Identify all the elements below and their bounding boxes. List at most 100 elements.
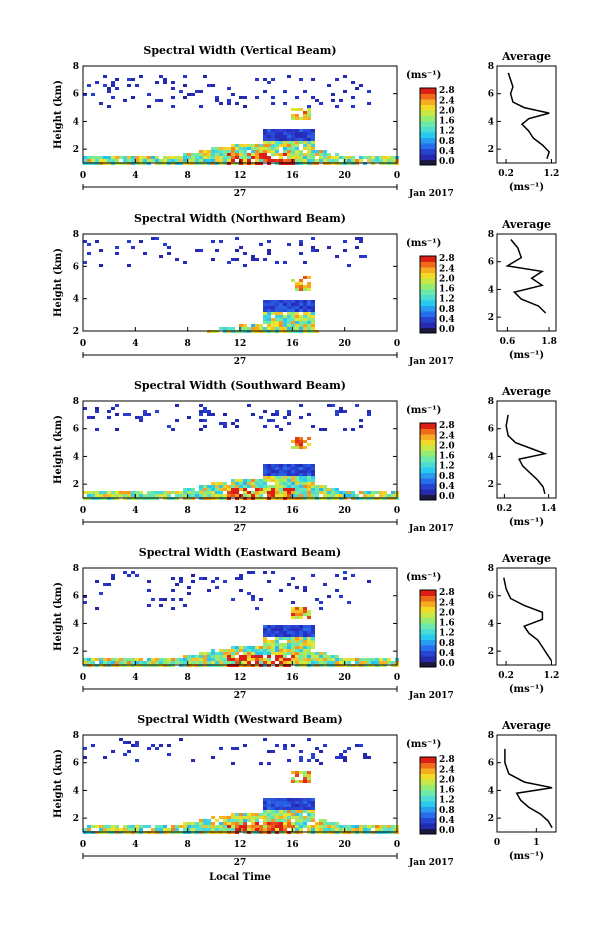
average-panel: Average 2 4 6 8 0.2 1.2(ms⁻¹): [488, 552, 560, 695]
colorbar-segment: [420, 795, 436, 802]
panel-title: Spectral Width (Westward Beam): [137, 713, 342, 726]
colorbar-segment: [420, 494, 436, 501]
colorbar-segment: [420, 267, 436, 273]
heatmap-cells: [83, 404, 399, 500]
colorbar-segment: [420, 327, 436, 334]
colorbar-segment: [420, 645, 436, 651]
colorbar-segment: [420, 99, 436, 105]
avg-y-tick-label: 6: [488, 592, 494, 602]
colorbar-segment: [420, 450, 436, 457]
y-tick-label: 8: [73, 564, 79, 574]
y-tick-label: 8: [73, 230, 79, 240]
panel-0: Spectral Width (Vertical Beam) 2 4 6 8 Height…: [53, 44, 559, 199]
colorbar-segment: [420, 817, 436, 824]
avg-y-tick-label: 4: [488, 619, 494, 629]
x-tick-label: 12: [234, 840, 247, 850]
avg-y-tick-label: 8: [488, 564, 494, 574]
average-profile-line: [504, 748, 553, 829]
colorbar-tick-label: 0.8: [439, 137, 455, 147]
colorbar-tick-label: 1.6: [439, 619, 455, 629]
colorbar-tick-label: 0.8: [439, 639, 455, 649]
colorbar-tick-label: 0.0: [439, 157, 455, 167]
avg-x-tick-label: 1.4: [541, 504, 557, 514]
colorbar-frame: [419, 255, 437, 334]
colorbar-segment: [420, 322, 436, 328]
date-day-label: 27: [234, 357, 247, 367]
colorbar-tick-label: 1.2: [439, 796, 455, 806]
date-label: Jan 2017: [408, 357, 454, 367]
colorbar-segment: [420, 110, 436, 116]
x-axis-label: Local Time: [209, 872, 271, 883]
colorbar-segment: [420, 806, 436, 813]
x-tick-label: 8: [185, 840, 191, 850]
average-panel: Average 2 4 6 8 0 1 (ms⁻¹): [488, 719, 557, 862]
x-tick-label: 12: [234, 339, 247, 349]
colorbar-tick-label: 2.4: [439, 431, 455, 441]
colorbar-segment: [420, 261, 436, 268]
colorbar-segment: [420, 779, 436, 785]
colorbar-segment: [420, 650, 436, 657]
colorbar-segment: [420, 790, 436, 796]
y-axis-label: Height (km): [53, 749, 64, 818]
panel-title: Spectral Width (Northward Beam): [134, 212, 346, 225]
average-profile-line: [507, 72, 551, 160]
colorbar-segment: [420, 159, 436, 166]
x-tick-label: 20: [338, 339, 351, 349]
panel-1: Spectral Width (Northward Beam) 2 4 6 8 Heigh…: [53, 212, 557, 367]
y-tick-label: 6: [73, 759, 79, 769]
avg-y-tick-label: 4: [488, 117, 494, 127]
colorbar-frame: [419, 756, 437, 835]
colorbar-segment: [420, 115, 436, 122]
x-tick-label: 0: [394, 339, 400, 349]
colorbar-segment: [420, 773, 436, 780]
colorbar-tick-label: 2.4: [439, 264, 455, 274]
colorbar-segment: [420, 768, 436, 774]
panel-4: Spectral Width (Westward Beam) 2 4 6 8 Height…: [53, 713, 557, 868]
colorbar-unit-label: (ms⁻¹): [406, 739, 441, 750]
colorbar-unit-label: (ms⁻¹): [406, 238, 441, 249]
y-tick-label: 6: [73, 262, 79, 272]
x-tick-label: 0: [80, 840, 86, 850]
avg-x-tick-label: 1.2: [544, 671, 560, 681]
colorbar-segment: [420, 483, 436, 490]
colorbar-segment: [420, 104, 436, 111]
colorbar-segment: [420, 93, 436, 100]
colorbar-segment: [420, 606, 436, 613]
x-tick-label: 12: [234, 171, 247, 181]
x-tick-label: 4: [132, 339, 138, 349]
colorbar-tick-label: 1.2: [439, 462, 455, 472]
colorbar-tick-label: 2.8: [439, 86, 455, 96]
y-tick-label: 4: [73, 295, 79, 305]
y-tick-label: 8: [73, 397, 79, 407]
colorbar: 0.00.40.81.21.62.02.42.8: [419, 755, 455, 836]
average-profile-line: [505, 414, 548, 494]
avg-x-unit-label: (ms⁻¹): [509, 851, 544, 862]
colorbar-segment: [420, 601, 436, 607]
avg-y-tick-label: 2: [488, 647, 494, 657]
y-tick-label: 2: [73, 145, 79, 155]
colorbar-segment: [420, 801, 436, 807]
avg-y-tick-label: 8: [488, 62, 494, 72]
heatmap-cells: [83, 237, 367, 333]
avg-x-unit-label: (ms⁻¹): [509, 517, 544, 528]
colorbar-segment: [420, 132, 436, 138]
avg-x-tick-label: 0.2: [498, 671, 514, 681]
colorbar: 0.00.40.81.21.62.02.42.8: [419, 421, 455, 502]
colorbar-tick-label: 1.6: [439, 786, 455, 796]
colorbar-frame: [419, 87, 437, 166]
x-tick-label: 16: [286, 506, 299, 516]
x-tick-label: 0: [80, 171, 86, 181]
colorbar-segment: [420, 634, 436, 640]
y-tick-label: 2: [73, 647, 79, 657]
avg-y-tick-label: 6: [488, 759, 494, 769]
colorbar-tick-label: 2.0: [439, 106, 455, 116]
colorbar-tick-label: 2.0: [439, 274, 455, 284]
average-title: Average: [501, 50, 551, 63]
y-tick-label: 2: [73, 480, 79, 490]
y-tick-label: 8: [73, 62, 79, 72]
colorbar-segment: [420, 316, 436, 323]
avg-x-tick-label: 0.6: [500, 337, 516, 347]
colorbar-tick-label: 2.0: [439, 608, 455, 618]
colorbar-tick-label: 0.4: [439, 315, 455, 325]
colorbar-segment: [420, 823, 436, 829]
